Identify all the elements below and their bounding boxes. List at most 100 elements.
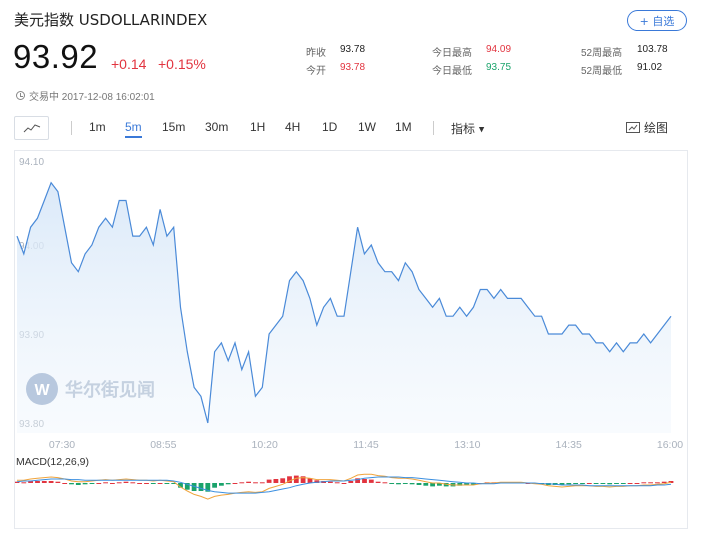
macd-histogram-bar bbox=[41, 481, 47, 483]
macd-histogram-bar bbox=[559, 483, 565, 485]
macd-histogram-bar bbox=[82, 483, 88, 485]
macd-histogram-bar bbox=[607, 483, 613, 485]
indicators-label: 指标 bbox=[451, 122, 476, 136]
macd-histogram-bar bbox=[341, 483, 347, 484]
x-tick-label: 07:30 bbox=[49, 439, 75, 451]
line-chart-icon bbox=[23, 124, 40, 133]
macd-histogram-bar bbox=[253, 482, 258, 484]
macd-histogram-bar bbox=[389, 483, 395, 484]
chart-type-button[interactable] bbox=[14, 116, 49, 140]
macd-histogram-bar bbox=[314, 480, 320, 483]
macd-histogram-bar bbox=[307, 478, 313, 483]
watermark-logo-icon bbox=[26, 373, 58, 405]
stat-open: 今开 93.78 bbox=[306, 62, 365, 77]
timeframe-4H[interactable]: 4H bbox=[285, 120, 301, 134]
toolbar-divider bbox=[71, 121, 72, 135]
price-chart[interactable]: 94.1094.0093.9093.80W华尔街见闻07:3008:5510:2… bbox=[14, 151, 687, 528]
macd-histogram-bar bbox=[402, 483, 408, 484]
timeframe-15m[interactable]: 15m bbox=[162, 120, 186, 134]
macd-histogram-bar bbox=[191, 483, 197, 491]
macd-histogram-bar bbox=[668, 481, 674, 483]
draw-button[interactable]: 绘图 bbox=[626, 119, 668, 136]
macd-histogram-bar bbox=[362, 479, 367, 483]
macd-histogram-bar bbox=[661, 481, 667, 483]
macd-histogram-bar bbox=[157, 483, 163, 484]
stat-value: 103.78 bbox=[637, 44, 668, 55]
macd-histogram-bar bbox=[382, 482, 388, 484]
macd-histogram-bar bbox=[334, 482, 340, 484]
instrument-title: 美元指数 USDOLLARINDEX bbox=[14, 11, 208, 29]
last-price: 93.92 bbox=[13, 38, 99, 75]
stat-value: 93.78 bbox=[340, 44, 366, 55]
macd-histogram-bar bbox=[280, 478, 286, 483]
macd-histogram-bar bbox=[266, 479, 272, 483]
macd-histogram-bar bbox=[580, 483, 585, 484]
macd-histogram-bar bbox=[293, 475, 299, 483]
stat-52w-high: 52周最高 103.78 bbox=[581, 44, 668, 59]
macd-histogram-bar bbox=[178, 483, 183, 488]
macd-histogram-bar bbox=[464, 483, 469, 485]
macd-histogram-bar bbox=[137, 483, 142, 484]
macd-histogram-bar bbox=[116, 482, 122, 484]
macd-histogram-bar bbox=[219, 483, 224, 486]
macd-histogram-bar bbox=[48, 481, 54, 483]
macd-histogram-bar bbox=[232, 483, 238, 484]
macd-histogram-bar bbox=[348, 481, 354, 483]
macd-dea-line bbox=[16, 476, 672, 494]
status-text: 交易中 2017-12-08 16:02:01 bbox=[29, 92, 155, 103]
timeframe-1H[interactable]: 1H bbox=[250, 120, 266, 134]
x-tick-label: 16:00 bbox=[657, 439, 683, 451]
watermark-text: 华尔街见闻 bbox=[65, 379, 155, 400]
macd-histogram-bar bbox=[593, 483, 599, 484]
macd-histogram-bar bbox=[437, 483, 442, 486]
timeframe-1m[interactable]: 1m bbox=[89, 120, 106, 134]
draw-label: 绘图 bbox=[644, 121, 669, 135]
draw-icon bbox=[626, 121, 640, 133]
macd-dif-line bbox=[17, 473, 672, 500]
macd-histogram-bar bbox=[355, 478, 360, 483]
macd-histogram-bar bbox=[620, 483, 626, 484]
stat-value: 91.02 bbox=[637, 62, 663, 73]
macd-histogram-bar bbox=[457, 483, 463, 486]
timeframe-30m[interactable]: 30m bbox=[205, 120, 229, 134]
timeframe-1M[interactable]: 1M bbox=[395, 120, 412, 134]
macd-histogram-bar bbox=[423, 483, 429, 486]
macd-histogram-bar bbox=[259, 482, 265, 484]
macd-histogram-bar bbox=[35, 481, 40, 483]
watermark: W 华尔街见闻 bbox=[26, 373, 155, 405]
add-watchlist-button[interactable]: + 自选 bbox=[627, 10, 687, 31]
stat-label: 52周最低 bbox=[581, 66, 623, 77]
macd-histogram-bar bbox=[239, 482, 245, 484]
chart-area[interactable]: 94.1094.0093.9093.80W华尔街见闻07:3008:5510:2… bbox=[14, 150, 688, 529]
macd-histogram-bar bbox=[600, 483, 606, 484]
timeframe-1W[interactable]: 1W bbox=[358, 120, 376, 134]
macd-histogram-bar bbox=[28, 481, 33, 483]
price-area-fill bbox=[17, 182, 671, 433]
stat-label: 今日最高 bbox=[432, 48, 472, 59]
macd-histogram-bar bbox=[246, 481, 251, 483]
macd-histogram-bar bbox=[144, 483, 149, 484]
stat-label: 昨收 bbox=[306, 48, 326, 59]
timeframe-1D[interactable]: 1D bbox=[322, 120, 338, 134]
macd-histogram-bar bbox=[14, 481, 20, 483]
macd-histogram-bar bbox=[123, 481, 129, 483]
stat-day-low: 今日最低 93.75 bbox=[432, 62, 511, 77]
trading-status: 交易中 2017-12-08 16:02:01 bbox=[16, 88, 155, 103]
macd-histogram-bar bbox=[627, 483, 633, 484]
price-change: +0.14 bbox=[111, 56, 147, 72]
y-tick-label: 94.10 bbox=[19, 157, 44, 168]
timeframe-5m[interactable]: 5m bbox=[125, 120, 142, 138]
stat-label: 今开 bbox=[306, 66, 326, 77]
clock-icon bbox=[16, 91, 25, 100]
x-tick-label: 14:35 bbox=[556, 439, 582, 451]
macd-histogram-bar bbox=[566, 483, 572, 485]
macd-histogram-bar bbox=[212, 483, 217, 488]
indicators-dropdown[interactable]: 指标 ▼ bbox=[451, 120, 484, 137]
macd-histogram-bar bbox=[586, 483, 592, 484]
macd-histogram-bar bbox=[648, 482, 653, 484]
macd-histogram-bar bbox=[184, 483, 190, 490]
caret-down-icon: ▼ bbox=[478, 125, 485, 134]
macd-histogram-bar bbox=[573, 483, 578, 484]
x-tick-label: 10:20 bbox=[252, 439, 278, 451]
macd-histogram-bar bbox=[89, 483, 95, 484]
